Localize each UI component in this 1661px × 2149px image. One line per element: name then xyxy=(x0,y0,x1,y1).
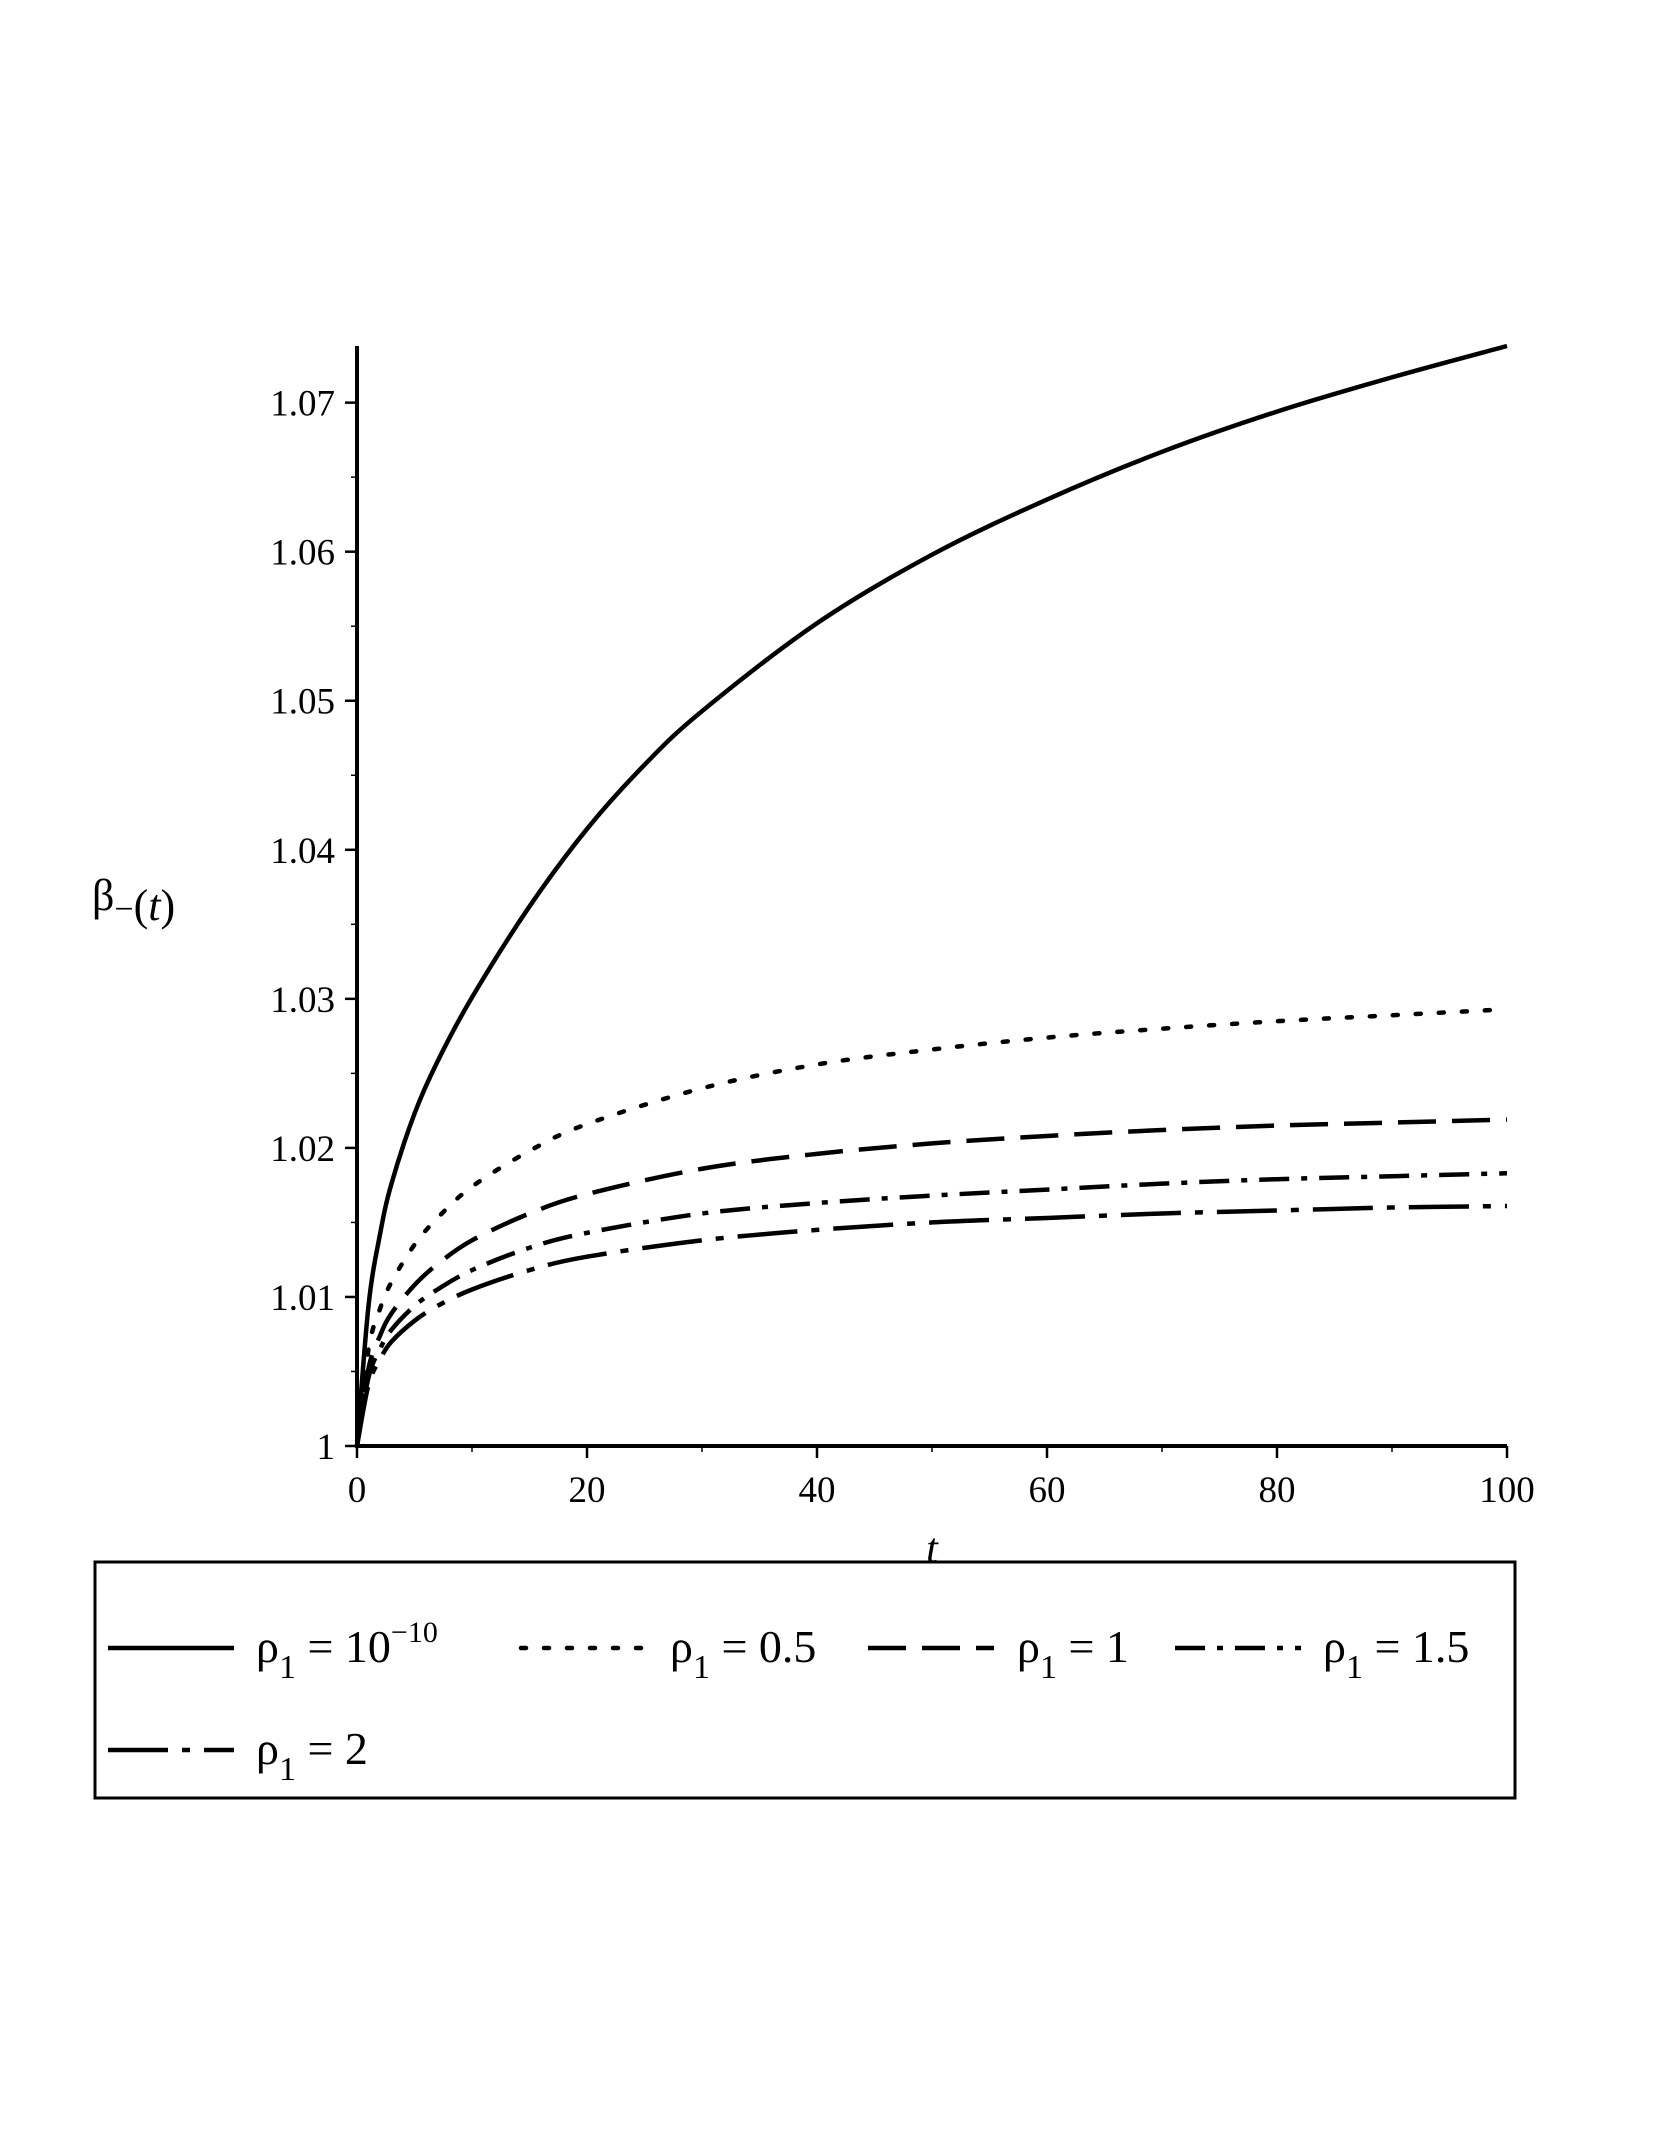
series-line-4 xyxy=(354,1170,1508,1447)
legend-label-3: ρ1 = 1 xyxy=(1017,1621,1129,1686)
axes xyxy=(345,346,1509,1458)
x-axis-title: t xyxy=(926,1526,939,1572)
y-tick-label: 1.01 xyxy=(270,1278,335,1319)
y-tick-label: 1.07 xyxy=(270,384,335,425)
y-tick-label: 1 xyxy=(317,1427,336,1468)
legend-label-4: ρ1 = 1.5 xyxy=(1323,1621,1469,1686)
series-line-3 xyxy=(354,1117,1508,1447)
x-tick-label: 0 xyxy=(348,1470,367,1511)
x-tick-label: 80 xyxy=(1259,1470,1296,1511)
x-tick-label: 100 xyxy=(1479,1470,1535,1511)
series-line-2 xyxy=(354,1007,1510,1449)
y-tick-label: 1.05 xyxy=(270,682,335,723)
legend: ρ1 = 10−10 ρ1 = 0.5 ρ1 = 1 ρ1 = 1.5 ρ1 = 2 xyxy=(93,1560,1517,1800)
legend-label-5: ρ1 = 2 xyxy=(256,1723,368,1788)
series-layer xyxy=(354,343,1510,1449)
x-tick-label: 20 xyxy=(569,1470,606,1511)
labels: 0 20 40 60 80 100 1 1.01 1.02 1.03 1.04 1.05 1.06 1.0… xyxy=(92,384,1535,1572)
legend-label-1: ρ1 = 10−10 xyxy=(256,1616,438,1686)
x-tick-label: 60 xyxy=(1029,1470,1066,1511)
legend-box xyxy=(93,1560,1517,1800)
y-tick-label: 1.02 xyxy=(270,1129,335,1170)
series-line-5 xyxy=(354,1203,1508,1447)
y-tick-label: 1.04 xyxy=(270,831,335,872)
series-line-1 xyxy=(354,343,1508,1447)
x-tick-label: 40 xyxy=(799,1470,836,1511)
y-axis-title: β−(t) xyxy=(92,871,175,930)
y-tick-label: 1.06 xyxy=(270,533,335,574)
y-tick-label: 1.03 xyxy=(270,980,335,1021)
legend-label-2: ρ1 = 0.5 xyxy=(670,1621,816,1686)
